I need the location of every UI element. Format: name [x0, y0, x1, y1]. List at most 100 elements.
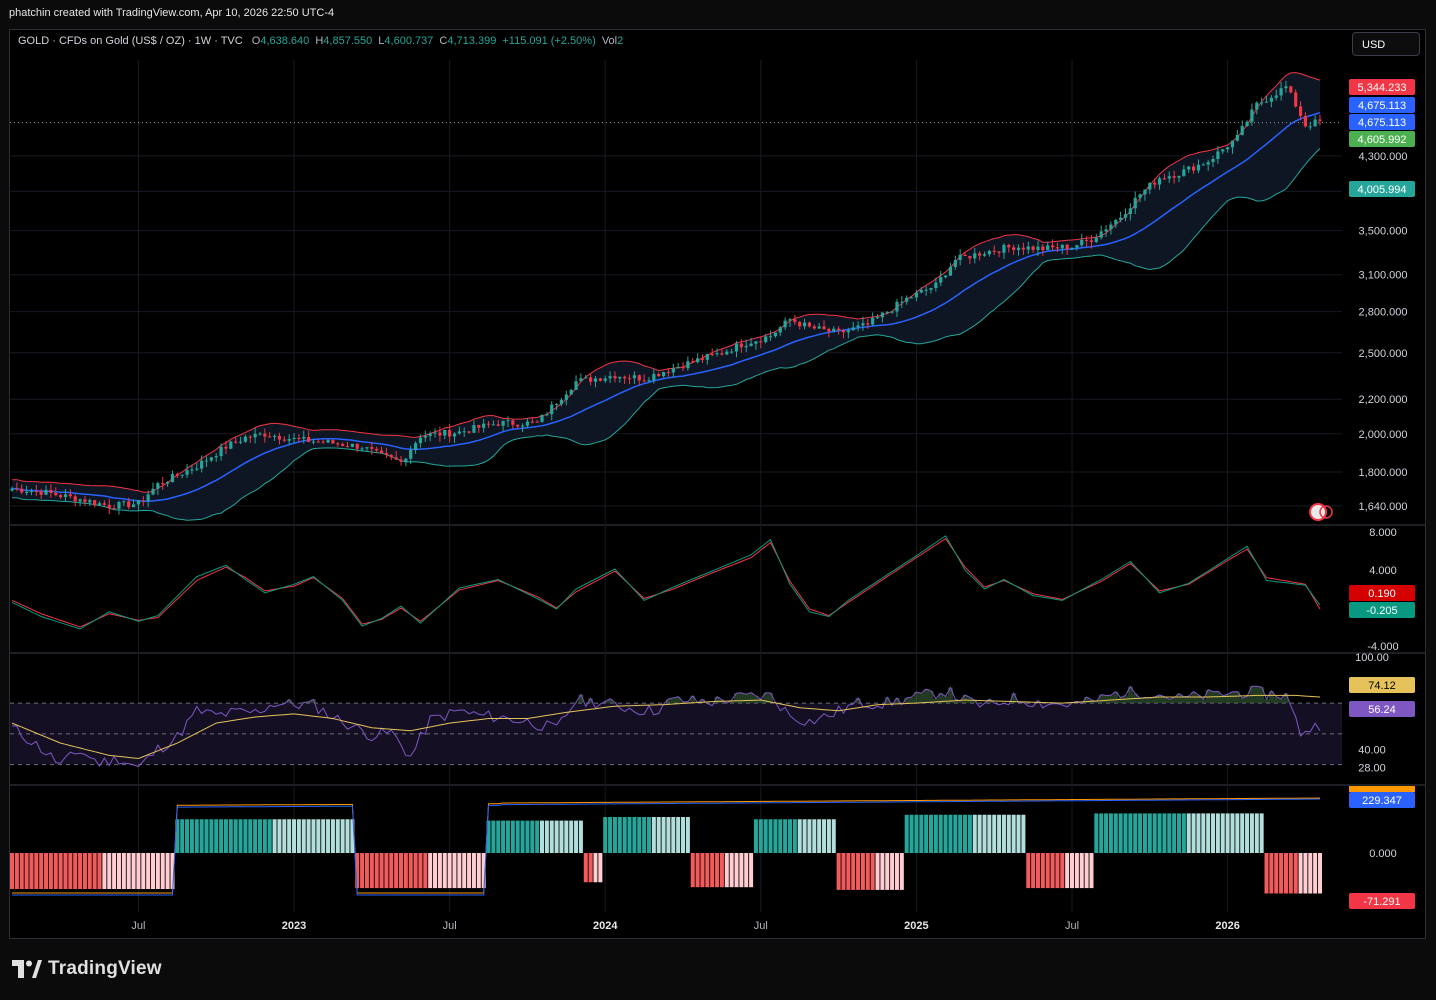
candle-body [827, 328, 831, 332]
histogram-bar [496, 820, 501, 853]
candle-body [1104, 229, 1108, 232]
candle-body [1182, 169, 1186, 176]
histogram-bar [510, 820, 515, 853]
candle-body [1133, 197, 1137, 209]
histogram-bar [296, 819, 301, 853]
histogram-bar [360, 853, 365, 889]
candle-body [613, 376, 617, 379]
histogram-bar [836, 853, 841, 890]
histogram-bar [102, 853, 107, 889]
histogram-bar [170, 853, 175, 889]
histogram-bar [617, 817, 622, 853]
candle-body [734, 343, 739, 352]
histogram-bar [44, 853, 49, 889]
histogram-bar [578, 820, 583, 853]
histogram-bar [608, 817, 613, 853]
histogram-bar [364, 853, 369, 889]
x-axis-tick-label: Jul [754, 920, 768, 932]
histogram-bar [894, 853, 899, 890]
candle-body [924, 289, 928, 291]
histogram-bar [151, 853, 156, 889]
histogram-bar [1142, 813, 1147, 853]
candle-body [686, 361, 690, 369]
candle-body [272, 435, 277, 437]
candle-body [331, 440, 335, 444]
histogram-bar [1172, 813, 1177, 853]
x-axis-tick-label: 2024 [593, 920, 618, 932]
candle-body [156, 483, 160, 489]
histogram-bar [1235, 813, 1240, 853]
histogram-bar [583, 853, 588, 883]
tradingview-brand: TradingView [12, 958, 162, 980]
histogram-bar [185, 819, 190, 853]
candle-body [1206, 162, 1210, 165]
price-badge-3: 4,605.992 [1358, 134, 1407, 146]
histogram-bar [238, 819, 243, 853]
macd-axis-tick-label: -4.000 [1367, 641, 1398, 653]
histogram-bar [78, 853, 83, 889]
candle-body [1264, 101, 1269, 103]
histogram-bar [1016, 814, 1021, 853]
candle-body [987, 250, 991, 255]
histogram-bar [219, 819, 224, 853]
histogram-bar [1283, 853, 1288, 894]
histogram-bar [39, 853, 44, 889]
x-axis-tick-label: 2023 [282, 920, 306, 932]
candle-body [914, 292, 919, 298]
histogram-bar [1021, 814, 1026, 853]
price-axis-tick-label: 2,000.000 [1359, 429, 1408, 441]
legend-open-value: 4,638.640 [260, 35, 310, 47]
candle-body [195, 468, 199, 470]
histogram-bar [1108, 813, 1113, 853]
candle-body [530, 421, 534, 423]
candle-body [107, 504, 111, 509]
histogram-bar [929, 814, 934, 853]
histogram-bar [569, 820, 574, 853]
candle-body [720, 353, 724, 355]
histogram-bar [768, 819, 773, 853]
candle-body [759, 341, 763, 343]
candle-body [1123, 214, 1128, 218]
candle-body [880, 312, 884, 318]
legend-high-value: 4,857.550 [323, 35, 373, 47]
histogram-bar [802, 819, 807, 853]
candle-body [161, 483, 165, 485]
candle-body [564, 394, 568, 400]
candle-body [992, 250, 996, 252]
candle-body [93, 500, 97, 506]
candle-body [345, 445, 350, 447]
candle-body [165, 482, 170, 484]
histogram-bar [953, 814, 958, 853]
histogram-bar [486, 820, 491, 853]
histogram-bar [1001, 814, 1006, 853]
candle-body [1148, 182, 1152, 190]
histogram-bar [1113, 813, 1118, 853]
histogram-bar [1138, 813, 1143, 853]
histogram-bar [403, 853, 408, 889]
histogram-bar [1045, 853, 1050, 889]
candle-body [49, 489, 53, 493]
candle-body [764, 336, 768, 342]
histogram-bar [481, 853, 486, 889]
histogram-bar [389, 853, 394, 889]
histogram-bar [1225, 813, 1230, 853]
histogram-bar [345, 819, 350, 853]
candle-body [311, 441, 316, 443]
histogram-bar [1298, 853, 1303, 894]
candle-body [1143, 189, 1147, 195]
candle-body [535, 421, 539, 423]
histogram-bar [982, 814, 987, 853]
histogram-bar [1128, 813, 1133, 853]
histogram-bar [1089, 853, 1094, 889]
price-badge-4-bg [1349, 181, 1415, 197]
histogram-bar [841, 853, 846, 890]
histogram-bar [997, 814, 1002, 853]
legend-symbol[interactable]: GOLD · CFDs on Gold (US$ / OZ) · 1W · TV… [18, 35, 243, 47]
candle-body [486, 423, 491, 425]
candle-body [136, 500, 141, 505]
currency-button[interactable]: USD [1352, 32, 1420, 56]
candle-body [360, 448, 364, 450]
legend-low-value: 4,600.737 [384, 35, 434, 47]
candle-body [1230, 140, 1235, 148]
